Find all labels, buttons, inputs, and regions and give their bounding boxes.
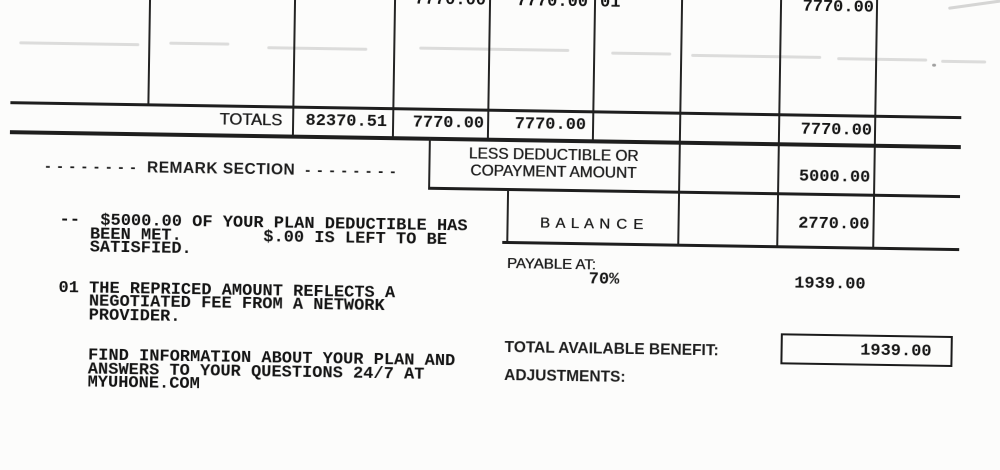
payable-at-label: PAYABLE AT: — [506, 254, 596, 274]
deductible-label: LESS DEDUCTIBLE OR COPAYMENT AMOUNT — [428, 145, 678, 183]
scan-artifact — [267, 46, 368, 51]
partial-row-value-2: 7770.00 — [516, 0, 589, 13]
total-available-benefit-label: TOTAL AVAILABLE BENEFIT: — [504, 338, 719, 360]
payable-percent: 70% — [588, 270, 620, 290]
totals-value-3: 7770.00 — [800, 120, 873, 141]
deductible-amount: 5000.00 — [798, 167, 871, 188]
scan-artifact — [941, 59, 987, 63]
remark-dashes-right: - - - - - - - - — [305, 161, 398, 181]
scan-artifact — [837, 57, 928, 62]
partial-row-value-3: 7770.00 — [802, 0, 875, 18]
scan-artifact — [419, 46, 570, 52]
scan-artifact — [611, 51, 672, 56]
column-line — [677, 0, 684, 247]
balance-label: B A L A N C E — [539, 214, 645, 234]
payable-amount: 1939.00 — [794, 274, 866, 295]
balance-row-bottom-rule — [502, 240, 960, 251]
totals-label: TOTALS — [219, 110, 283, 130]
remark-dashes-left: - - - - - - - - — [45, 157, 138, 177]
remark-section-title: REMARK SECTION — [146, 159, 296, 179]
totals-charges-value: 82370.51 — [305, 111, 388, 133]
totals-value-2: 7770.00 — [514, 115, 587, 136]
total-available-benefit-box: 1939.00 — [780, 333, 953, 368]
totals-value-1: 7770.00 — [412, 113, 485, 134]
scan-speck — [932, 63, 937, 67]
remarks-text: -- $5000.00 OF YOUR PLAN DEDUCTIBLE HAS … — [56, 210, 468, 395]
partial-row-remark-code: 01 — [599, 0, 621, 13]
column-line — [147, 0, 152, 105]
scan-smudge — [948, 0, 1000, 10]
deductible-label-line2: COPAYMENT AMOUNT — [470, 161, 637, 182]
scan-artifact — [169, 41, 230, 46]
balance-amount: 2770.00 — [798, 214, 870, 235]
adjustments-label: ADJUSTMENTS: — [504, 366, 626, 386]
scan-artifact — [19, 41, 140, 46]
remark-section-header: - - - - - - - - REMARK SECTION - - - - -… — [45, 158, 397, 182]
partial-row-value-1: 7770.00 — [414, 0, 487, 11]
total-available-benefit-amount: 1939.00 — [860, 341, 932, 362]
scan-artifact — [691, 53, 822, 59]
